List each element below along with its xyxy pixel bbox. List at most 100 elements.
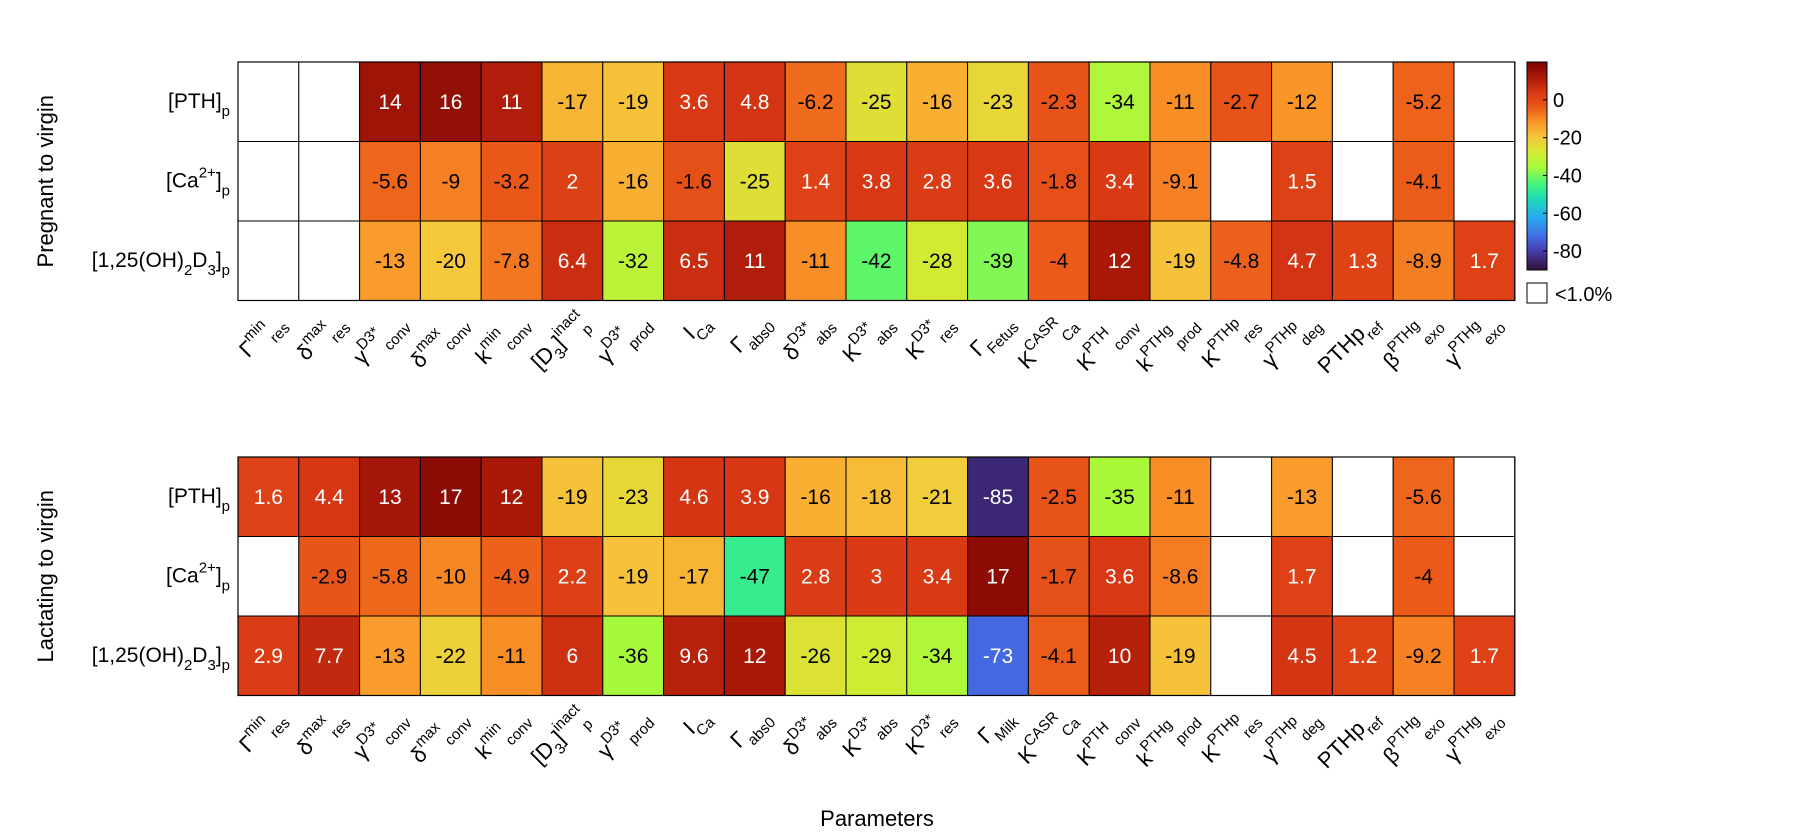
heatmap-cell [784,536,847,617]
heatmap-cell [1210,615,1273,696]
svg-text:γD3*prod: γD3*prod [590,306,659,375]
heatmap-cell [784,456,847,537]
heatmap-cell [906,61,969,142]
heatmap-cell [1149,456,1212,537]
heatmap-cell [480,220,543,301]
heatmap-cell [784,615,847,696]
heatmap-cell [1453,141,1516,222]
svg-text:KPTHconv: KPTHconv [1069,700,1145,776]
cell-value-label: -9.1 [1162,170,1198,193]
cell-value-label: -5.6 [1406,486,1442,509]
heatmap-cell [967,615,1029,696]
svg-text:γD3*conv: γD3*conv [345,305,415,375]
cell-value-label: 9.6 [679,645,708,668]
column-label: γD3*conv [345,305,415,375]
cell-value-label: -17 [679,565,709,588]
heatmap-cell [359,456,421,537]
heatmap-cell [663,141,725,222]
heatmap-cell [602,141,665,222]
svg-text:Γminres: Γminres [231,701,293,763]
column-label: KPTHpres [1194,306,1267,379]
heatmap-cell [602,536,665,617]
cell-value-label: -1.8 [1041,170,1077,193]
column-label: γPTHpdeg [1257,318,1327,373]
heatmap-cell [237,141,300,222]
heatmap-cell [1331,536,1394,617]
svg-text:δD3*abs: δD3*abs [775,701,840,766]
column-label: KD3*res [898,306,963,371]
cell-value-label: 17 [986,565,1009,588]
svg-text:δD3*abs: δD3*abs [775,306,840,371]
cell-value-label: -85 [983,486,1013,509]
colorbar-tick-label: -20 [1553,128,1582,150]
svg-text:KD3*res: KD3*res [898,306,963,371]
heatmap-cell [663,220,725,301]
heatmap-cell [1271,61,1333,142]
column-label: δD3*abs [775,701,841,766]
cell-value-label: -2.7 [1223,91,1259,114]
column-label: ICa [678,319,719,345]
cell-value-label: 1.7 [1287,565,1316,588]
heatmap-cell [906,141,969,222]
cell-value-label: -5.6 [372,170,408,193]
cell-value-label: 16 [439,91,462,114]
svg-text:γPTHgexo: γPTHgexo [1437,701,1510,774]
colorbar-tick-label: -40 [1553,165,1582,187]
heatmap-cell [298,61,361,142]
cell-value-label: 3.6 [1105,565,1134,588]
svg-text:kminconv: kminconv [468,700,538,770]
column-label: [D3]inactp [526,305,596,374]
cell-value-label: -25 [861,91,891,114]
heatmap-panel-pregnant: 14 16 11 -17 -19 3.6 4.8 -6.2 -25 -16 -23 -2.3 -34 -1… [33,61,1516,379]
column-label: KPTHconv [1072,319,1145,375]
cell-value-label: -4.8 [1223,250,1259,273]
heatmap-cell [663,61,725,142]
heatmap-cell [1210,536,1273,617]
heatmap-cell [1331,141,1394,222]
cell-value-label: -16 [618,170,648,193]
cell-value-label: 2.9 [254,645,283,668]
heatmap-cell [1453,456,1516,537]
cell-value-label: -4 [1049,250,1068,273]
column-label: KCASRCa [1013,708,1085,768]
heatmap-cell [419,220,482,301]
colorbar-tick-label: 0 [1553,90,1564,112]
svg-text:kPTHgprod: kPTHgprod [1129,701,1206,778]
svg-text:KPTHpres: KPTHpres [1194,701,1267,774]
column-label: Γminres [231,701,293,763]
cell-value-label: -32 [618,250,648,273]
cell-value-label: -9 [441,170,460,193]
row-label: [1,25(OH)2D3]p [92,644,230,674]
heatmap-cell [906,536,969,617]
heatmap-cell [1271,536,1333,617]
cell-value-label: -19 [1165,250,1195,273]
cell-value-label: 7.7 [315,645,344,668]
column-label: [D3]inactp [526,700,596,769]
heatmap-cell [1331,61,1394,142]
cell-value-label: -19 [618,91,648,114]
heatmap-cell [1210,141,1273,222]
svg-text:KD3*abs: KD3*abs [834,701,901,768]
heatmap-cell [237,220,300,301]
heatmap-cell [1027,141,1090,222]
heatmap-cell [1088,536,1151,617]
column-label: KD3*abs [837,318,901,367]
svg-text:KPTHpres: KPTHpres [1194,306,1267,379]
column-label: ΓMilk [972,714,1022,749]
heatmap-cell [237,456,300,537]
column-label: KPTHconv [1069,700,1145,776]
heatmap-cell [1210,456,1273,537]
column-label: δmaxconv [406,319,477,373]
heatmap-cell [1149,141,1212,222]
svg-text:δmaxres: δmaxres [289,701,354,766]
heatmap-frame [237,61,1516,302]
heatmap-cell [541,220,604,301]
svg-text:KD3*res: KD3*res [898,701,963,766]
cell-value-label: 11 [501,91,523,114]
svg-text:γD3*prod: γD3*prod [590,701,659,770]
heatmap-cell [723,456,786,537]
column-label: δD3*abs [775,306,841,371]
heatmap-cell [602,220,665,301]
cell-value-label: -4.9 [494,565,530,588]
